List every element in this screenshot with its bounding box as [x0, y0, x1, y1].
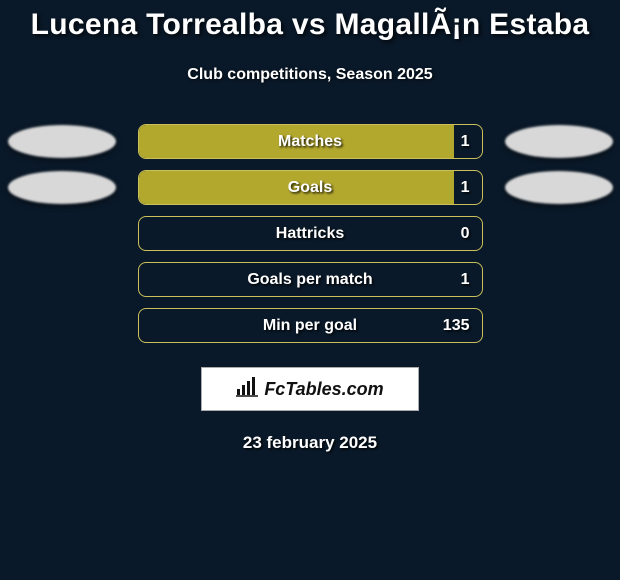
player-blob-left	[8, 171, 116, 204]
stat-row: Goals 1	[0, 170, 620, 205]
blob-placeholder	[505, 217, 613, 250]
stat-value: 135	[443, 317, 470, 335]
stat-label: Min per goal	[263, 317, 357, 335]
page-subtitle: Club competitions, Season 2025	[0, 66, 620, 84]
blob-placeholder	[505, 263, 613, 296]
stat-bar: Goals per match 1	[138, 262, 483, 297]
stat-value: 1	[461, 271, 470, 289]
fctables-logo: FcTables.com	[201, 367, 419, 411]
stat-bar: Goals 1	[138, 170, 483, 205]
stat-row: Goals per match 1	[0, 262, 620, 297]
player-blob-right	[505, 125, 613, 158]
blob-placeholder	[505, 309, 613, 342]
blob-placeholder	[8, 263, 116, 296]
stat-row: Min per goal 135	[0, 308, 620, 343]
logo-text: FcTables.com	[264, 379, 383, 400]
stat-bar: Matches 1	[138, 124, 483, 159]
blob-placeholder	[8, 217, 116, 250]
stat-value: 0	[461, 225, 470, 243]
stat-value: 1	[461, 179, 470, 197]
stat-row: Hattricks 0	[0, 216, 620, 251]
player-blob-right	[505, 171, 613, 204]
stat-label: Matches	[278, 133, 342, 151]
stat-row: Matches 1	[0, 124, 620, 159]
stat-bar: Min per goal 135	[138, 308, 483, 343]
stat-label: Hattricks	[276, 225, 344, 243]
stats-rows: Matches 1 Goals 1 Hattricks 0 Goals per match 1…	[0, 124, 620, 343]
stat-bar: Hattricks 0	[138, 216, 483, 251]
footer-date: 23 february 2025	[0, 433, 620, 453]
blob-placeholder	[8, 309, 116, 342]
page-title: Lucena Torrealba vs MagallÃ¡n Estaba	[0, 8, 620, 42]
stat-label: Goals per match	[247, 271, 372, 289]
bar-chart-icon	[236, 377, 258, 402]
stat-label: Goals	[288, 179, 332, 197]
stat-value: 1	[461, 133, 470, 151]
player-blob-left	[8, 125, 116, 158]
